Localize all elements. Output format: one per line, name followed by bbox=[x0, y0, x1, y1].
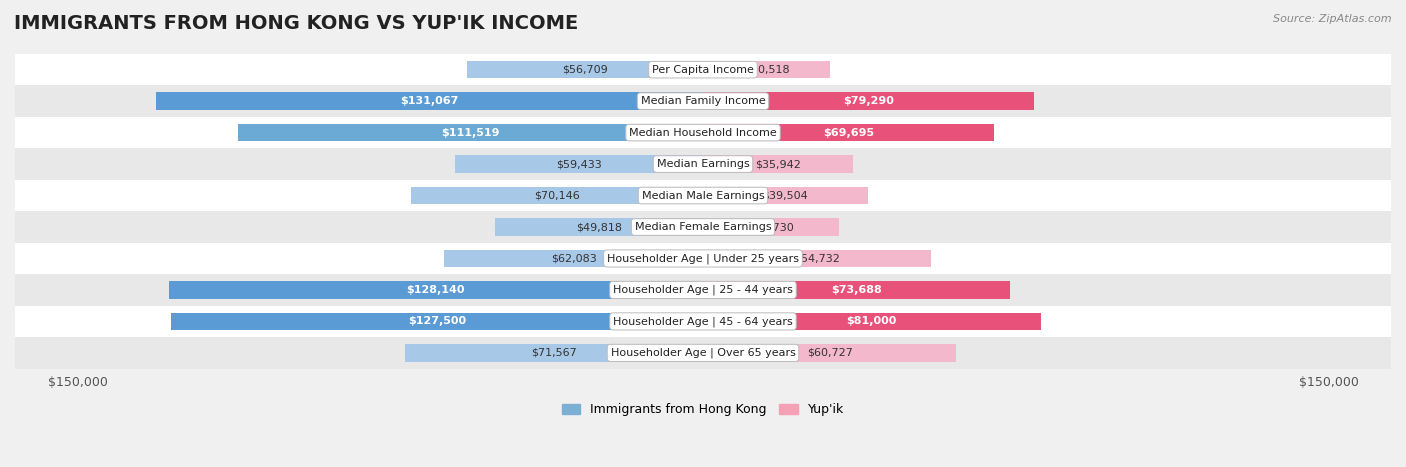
Text: Householder Age | Over 65 years: Householder Age | Over 65 years bbox=[610, 347, 796, 358]
Text: $35,942: $35,942 bbox=[755, 159, 801, 169]
Text: $70,146: $70,146 bbox=[534, 191, 579, 200]
Text: $30,518: $30,518 bbox=[744, 64, 789, 75]
Bar bbox=[444, 250, 703, 267]
Text: $59,433: $59,433 bbox=[557, 159, 602, 169]
Bar bbox=[0, 117, 1406, 149]
Bar bbox=[156, 92, 703, 110]
Text: $54,732: $54,732 bbox=[794, 254, 839, 263]
Text: $128,140: $128,140 bbox=[406, 285, 465, 295]
Text: Householder Age | Under 25 years: Householder Age | Under 25 years bbox=[607, 253, 799, 264]
Bar bbox=[0, 85, 1406, 117]
Bar bbox=[0, 149, 1406, 180]
Bar bbox=[0, 243, 1406, 274]
Text: Householder Age | 45 - 64 years: Householder Age | 45 - 64 years bbox=[613, 316, 793, 326]
Text: Median Family Income: Median Family Income bbox=[641, 96, 765, 106]
Text: $81,000: $81,000 bbox=[846, 317, 897, 326]
Text: $62,083: $62,083 bbox=[551, 254, 596, 263]
Text: Median Male Earnings: Median Male Earnings bbox=[641, 191, 765, 200]
Bar bbox=[703, 313, 1040, 330]
Text: $32,730: $32,730 bbox=[748, 222, 794, 232]
Bar bbox=[456, 156, 703, 173]
Bar bbox=[703, 281, 1011, 298]
Bar bbox=[495, 219, 703, 236]
Bar bbox=[703, 187, 868, 204]
Bar bbox=[703, 219, 839, 236]
Bar bbox=[411, 187, 703, 204]
Text: IMMIGRANTS FROM HONG KONG VS YUP'IK INCOME: IMMIGRANTS FROM HONG KONG VS YUP'IK INCO… bbox=[14, 14, 578, 33]
Bar bbox=[0, 211, 1406, 243]
Bar bbox=[0, 54, 1406, 85]
Text: $131,067: $131,067 bbox=[401, 96, 458, 106]
Text: Median Female Earnings: Median Female Earnings bbox=[634, 222, 772, 232]
Bar bbox=[169, 281, 703, 298]
Text: Median Earnings: Median Earnings bbox=[657, 159, 749, 169]
Text: $71,567: $71,567 bbox=[531, 348, 576, 358]
Bar bbox=[703, 92, 1033, 110]
Bar bbox=[703, 61, 831, 78]
Bar bbox=[703, 250, 931, 267]
Bar bbox=[703, 124, 994, 141]
Bar bbox=[703, 344, 956, 361]
Bar bbox=[172, 313, 703, 330]
Bar bbox=[405, 344, 703, 361]
Bar bbox=[0, 337, 1406, 368]
Text: Source: ZipAtlas.com: Source: ZipAtlas.com bbox=[1274, 14, 1392, 24]
Bar bbox=[467, 61, 703, 78]
Bar bbox=[238, 124, 703, 141]
Bar bbox=[0, 180, 1406, 211]
Legend: Immigrants from Hong Kong, Yup'ik: Immigrants from Hong Kong, Yup'ik bbox=[557, 398, 849, 421]
Text: Per Capita Income: Per Capita Income bbox=[652, 64, 754, 75]
Text: $79,290: $79,290 bbox=[842, 96, 894, 106]
Text: $49,818: $49,818 bbox=[576, 222, 621, 232]
Text: $60,727: $60,727 bbox=[807, 348, 852, 358]
Text: $39,504: $39,504 bbox=[762, 191, 808, 200]
Text: $69,695: $69,695 bbox=[823, 127, 875, 138]
Text: $73,688: $73,688 bbox=[831, 285, 882, 295]
Bar bbox=[703, 156, 853, 173]
Text: $111,519: $111,519 bbox=[441, 127, 499, 138]
Bar bbox=[0, 306, 1406, 337]
Text: Median Household Income: Median Household Income bbox=[628, 127, 778, 138]
Bar bbox=[0, 274, 1406, 306]
Text: $56,709: $56,709 bbox=[562, 64, 607, 75]
Text: $127,500: $127,500 bbox=[408, 317, 467, 326]
Text: Householder Age | 25 - 44 years: Householder Age | 25 - 44 years bbox=[613, 285, 793, 295]
